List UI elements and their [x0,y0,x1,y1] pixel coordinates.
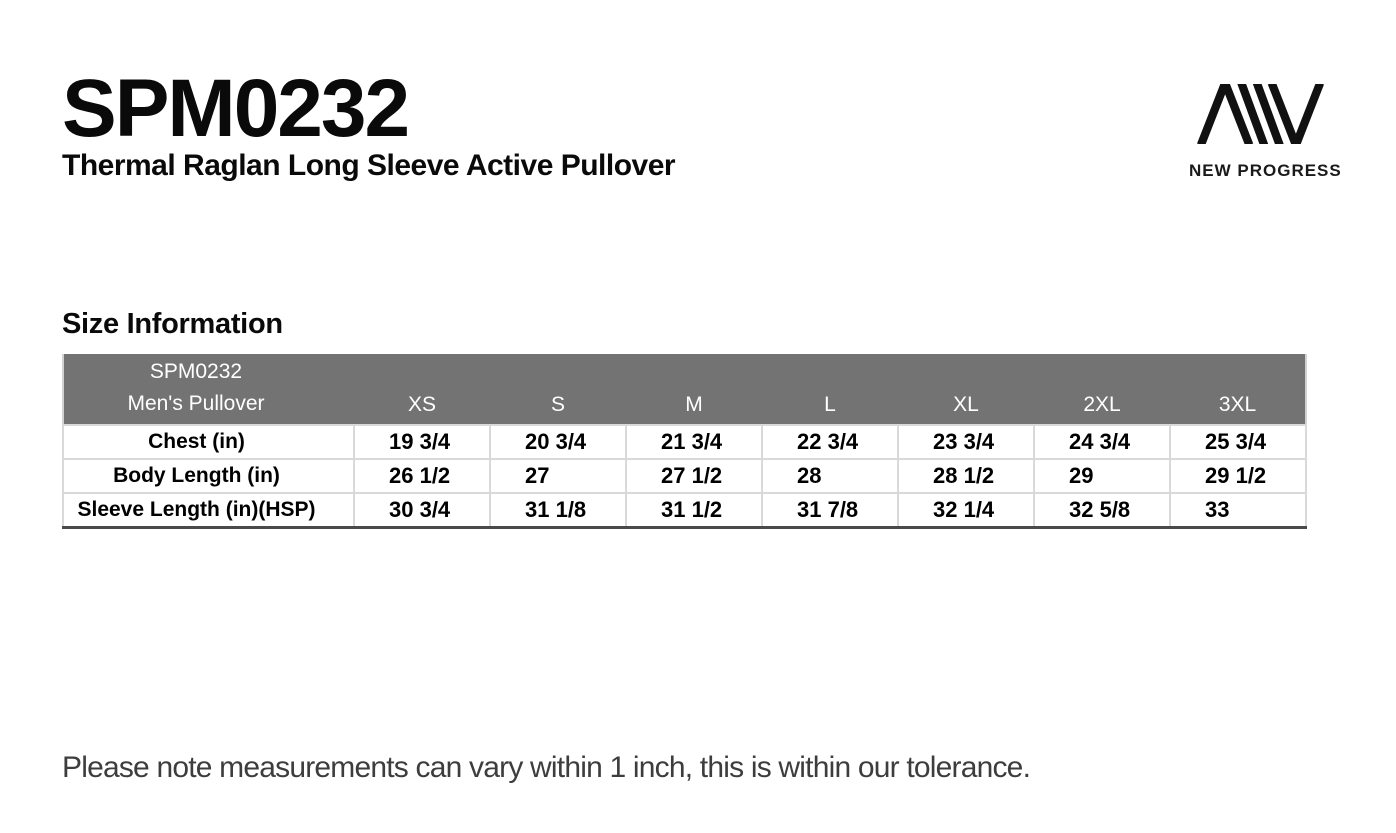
product-name: Men's Pullover [127,392,265,415]
value-cell: 27 [489,458,627,494]
value-cell: 28 1/2 [897,458,1035,494]
measurement-row-body-length: Body Length (in) 26 1/2 27 27 1/2 28 28 … [62,458,1307,494]
value-cell: 30 3/4 [353,492,491,528]
value-cell: 23 3/4 [897,424,1035,460]
value-cell: 27 1/2 [625,458,763,494]
brand-logo: NEW PROGRESS [1189,84,1342,181]
value-cell: 26 1/2 [353,458,491,494]
value-cell: 22 3/4 [761,424,899,460]
size-col-header-xs: XS [354,354,490,425]
value-cell: 25 3/4 [1169,424,1307,460]
measurement-row-chest: Chest (in) 19 3/4 20 3/4 21 3/4 22 3/4 2… [62,424,1307,460]
size-col-header-l: L [762,354,898,425]
size-table-header-row: SPM0232 Men's Pullover XS S M L XL 2XL 3… [63,354,1306,425]
product-code: SPM0232 [149,360,243,383]
size-table-container: SPM0232 Men's Pullover XS S M L XL 2XL 3… [62,354,1307,529]
size-col-header-s: S [490,354,626,425]
size-info-heading: Size Information [62,308,283,340]
value-cell: 19 3/4 [353,424,491,460]
product-subtitle: Thermal Raglan Long Sleeve Active Pullov… [62,149,676,182]
tolerance-note: Please note measurements can vary within… [62,751,1031,784]
brand-name: NEW PROGRESS [1189,161,1342,180]
value-cell: 28 [761,458,899,494]
value-cell: 31 1/2 [625,492,763,528]
value-cell: 24 3/4 [1033,424,1171,460]
new-progress-logo-icon [1197,84,1324,144]
value-cell: 29 [1033,458,1171,494]
size-col-header-2xl: 2XL [1034,354,1170,425]
size-table: SPM0232 Men's Pullover XS S M L XL 2XL 3… [62,354,1307,529]
value-cell: 32 5/8 [1033,492,1171,528]
value-cell: 32 1/4 [897,492,1035,528]
row-label: Body Length (in) [62,458,355,494]
row-label: Chest (in) [62,424,355,460]
value-cell: 29 1/2 [1169,458,1307,494]
value-cell: 31 1/8 [489,492,627,528]
product-header-cell: SPM0232 Men's Pullover [63,354,354,425]
value-cell: 31 7/8 [761,492,899,528]
row-label: Sleeve Length (in)(HSP) [62,492,355,528]
size-col-header-xl: XL [898,354,1034,425]
value-cell: 20 3/4 [489,424,627,460]
value-cell: 21 3/4 [625,424,763,460]
value-cell: 33 [1169,492,1307,528]
page-title: SPM0232 [62,63,410,154]
size-col-header-3xl: 3XL [1170,354,1306,425]
measurement-row-sleeve-length: Sleeve Length (in)(HSP) 30 3/4 31 1/8 31… [62,492,1307,528]
size-col-header-m: M [626,354,762,425]
